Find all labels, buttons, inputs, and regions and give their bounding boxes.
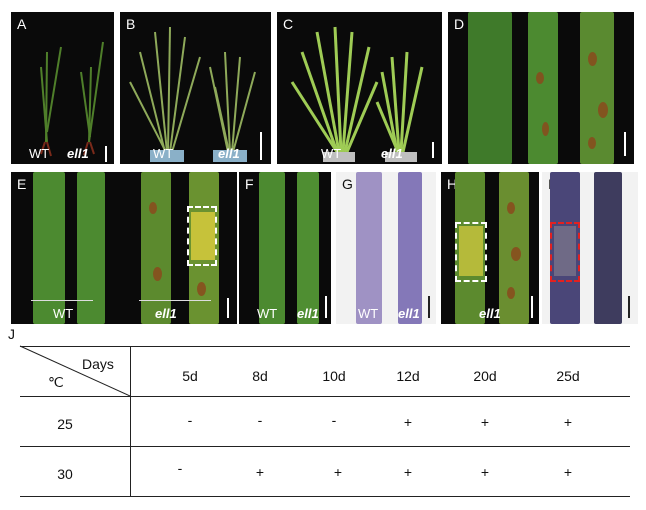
corner-days-label: Days [82,356,114,372]
column-header: 10d [322,368,346,384]
leaf [141,172,171,324]
table-cell: + [480,464,490,480]
caption-ell1: ell1 [218,146,240,161]
column-header: 25d [556,368,580,384]
leaf [580,12,614,164]
panel-label-j: J [8,326,15,342]
panel-label: C [283,16,294,32]
panel-label: E [17,176,27,192]
caption-wt: WT [358,306,379,321]
lesion [588,52,597,66]
column-header: 5d [182,368,198,384]
leaf [33,172,65,324]
seedling-illustration [40,41,104,157]
panel-label: B [126,16,136,32]
panel-label: G [342,176,353,192]
column-header: 20d [473,368,497,384]
table-row-rule [20,446,630,447]
lesion [536,72,544,84]
table-cell: + [333,464,343,480]
table-cell: + [255,464,265,480]
panel-d: D [448,12,634,164]
leaf [259,172,285,324]
caption-ell1: ell1 [479,306,501,321]
table-bottom-rule [20,496,630,497]
plant-illustration [290,26,424,162]
scale-bar [432,142,434,158]
table-cell: - [187,412,193,428]
stained-leaf [356,172,382,324]
plant-illustration [129,26,256,162]
scale-bar [325,296,327,318]
scale-bar [624,132,626,156]
panel-label: H [447,176,458,192]
panel-c: C WT ell1 [277,12,442,164]
panel-h: H ell1 [441,172,539,324]
caption-ell1: ell1 [297,306,319,321]
highlight-box [550,222,580,282]
panel-e: E WT ell1 [11,172,237,324]
corner-temp-label: ℃ [48,374,64,390]
column-header: 8d [252,368,268,384]
panel-label: A [17,16,27,32]
table-cell: + [403,414,413,430]
caption-wt: WT [257,306,278,321]
lesion [542,122,549,136]
panel-i: I [542,172,638,324]
lesion [197,282,206,296]
ell1-bracket [139,300,211,301]
panel-label: I [548,176,552,192]
table-top-rule [20,346,630,347]
table-cell: + [403,464,413,480]
scale-bar [260,132,262,160]
lesion [153,267,162,281]
leaf [528,12,558,164]
table-cell: - [257,412,263,428]
panel-a: A WT ell1 [11,12,114,164]
table-cell: + [563,464,573,480]
scale-bar [227,298,229,318]
caption-wt: WT [29,146,50,161]
panel-b: B WT ell1 [120,12,271,164]
leaf [77,172,105,324]
highlight-box [187,206,217,266]
table-cell: - [331,412,337,428]
lesion [588,137,596,149]
table-cell: + [480,414,490,430]
caption-wt: WT [53,306,74,321]
row-temp: 30 [57,466,73,482]
lesion [598,102,608,118]
panel-label: D [454,16,465,32]
leaf [468,12,512,164]
panel-label: F [245,176,254,192]
lesion [507,202,515,214]
caption-ell1: ell1 [381,146,403,161]
leaf [297,172,319,324]
row-temp: 25 [57,416,73,432]
scale-bar [531,296,533,318]
lesion [149,202,157,214]
table-cell: + [563,414,573,430]
scale-bar [105,146,107,162]
stained-leaf [398,172,422,324]
stained-leaf [594,172,622,324]
highlight-box [455,222,487,282]
panel-f: F WT ell1 [239,172,331,324]
scale-bar [628,296,630,318]
wt-bracket [31,300,93,301]
caption-ell1: ell1 [155,306,177,321]
lesion [507,287,515,299]
caption-ell1: ell1 [67,146,89,161]
table-header-rule [20,396,630,397]
scale-bar [428,296,430,318]
column-header: 12d [396,368,420,384]
caption-ell1: ell1 [398,306,420,321]
panel-g: G WT ell1 [336,172,436,324]
table-column-divider [130,346,131,496]
table-cell: - [177,460,183,476]
caption-wt: WT [321,146,342,161]
lesion [511,247,521,261]
caption-wt: WT [153,146,174,161]
